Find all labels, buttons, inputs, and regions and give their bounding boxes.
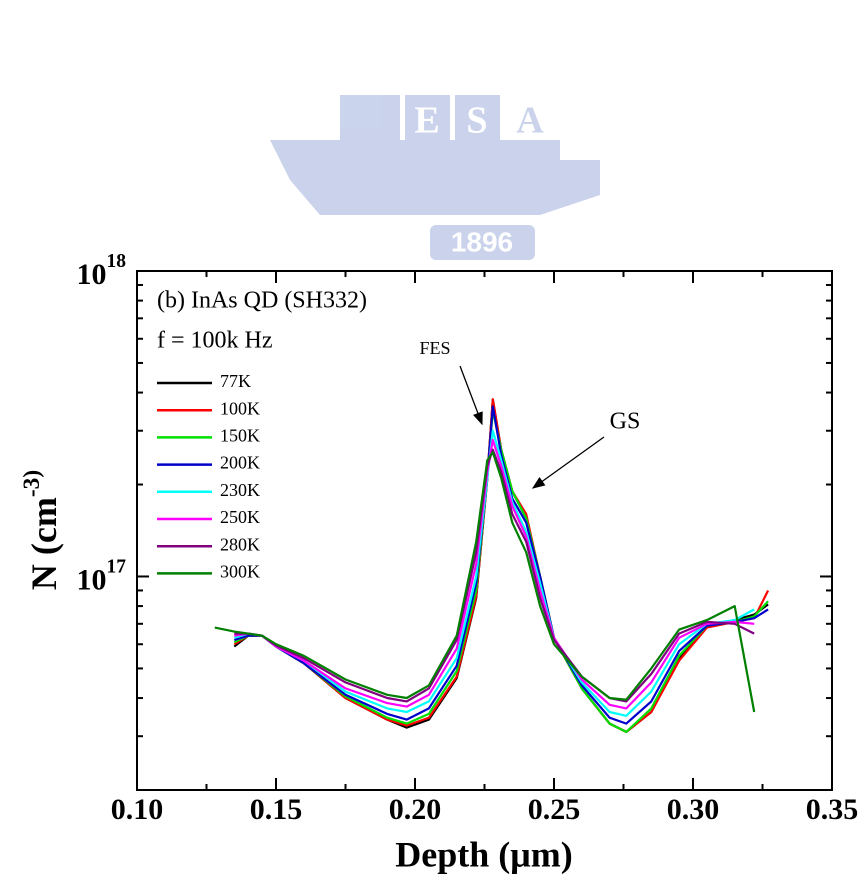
watermark-text: 1896 — [451, 226, 513, 257]
watermark-shape — [455, 95, 500, 150]
legend-label: 280K — [220, 534, 260, 554]
annotation: FES — [419, 338, 450, 358]
series-line — [233, 405, 769, 725]
y-tick-label: 1017 — [77, 557, 127, 596]
x-tick-label: 0.10 — [111, 793, 164, 826]
series-line — [233, 429, 755, 717]
annotation: (b) InAs QD (SH332) — [157, 288, 367, 314]
watermark-text: E — [414, 100, 439, 142]
x-tick-label: 0.30 — [667, 793, 720, 826]
legend-label: 300K — [220, 562, 260, 582]
watermark: E S A 1896 — [270, 95, 600, 260]
legend-label: 230K — [220, 480, 260, 500]
annotation-arrow — [459, 365, 483, 426]
x-axis-title: Depth (μm) — [395, 834, 572, 874]
y-axis-title: N (cm-3) — [19, 470, 64, 590]
watermark-shape — [340, 95, 400, 150]
annotation: GS — [610, 409, 641, 435]
x-tick-label: 0.15 — [250, 793, 303, 826]
series-line — [234, 448, 755, 703]
x-tick-label: 0.20 — [389, 793, 442, 826]
y-tick-label: 1018 — [77, 251, 127, 290]
legend-label: 250K — [220, 507, 260, 527]
x-tick-label: 0.25 — [528, 793, 581, 826]
annotation-arrow — [531, 436, 605, 489]
watermark-shape — [430, 225, 535, 260]
legend-label: 150K — [220, 426, 260, 446]
legend-label: 200K — [220, 453, 260, 473]
watermark-text: A — [516, 100, 544, 142]
watermark-text: S — [466, 100, 487, 142]
x-tick-label: 0.35 — [806, 793, 859, 826]
legend-label: 100K — [220, 398, 260, 418]
watermark-shape — [405, 95, 450, 150]
series-line — [234, 438, 755, 710]
series-line — [214, 451, 756, 713]
legend-label: 77K — [220, 371, 251, 391]
annotation: f = 100k Hz — [157, 328, 273, 354]
watermark-shape — [270, 140, 600, 215]
